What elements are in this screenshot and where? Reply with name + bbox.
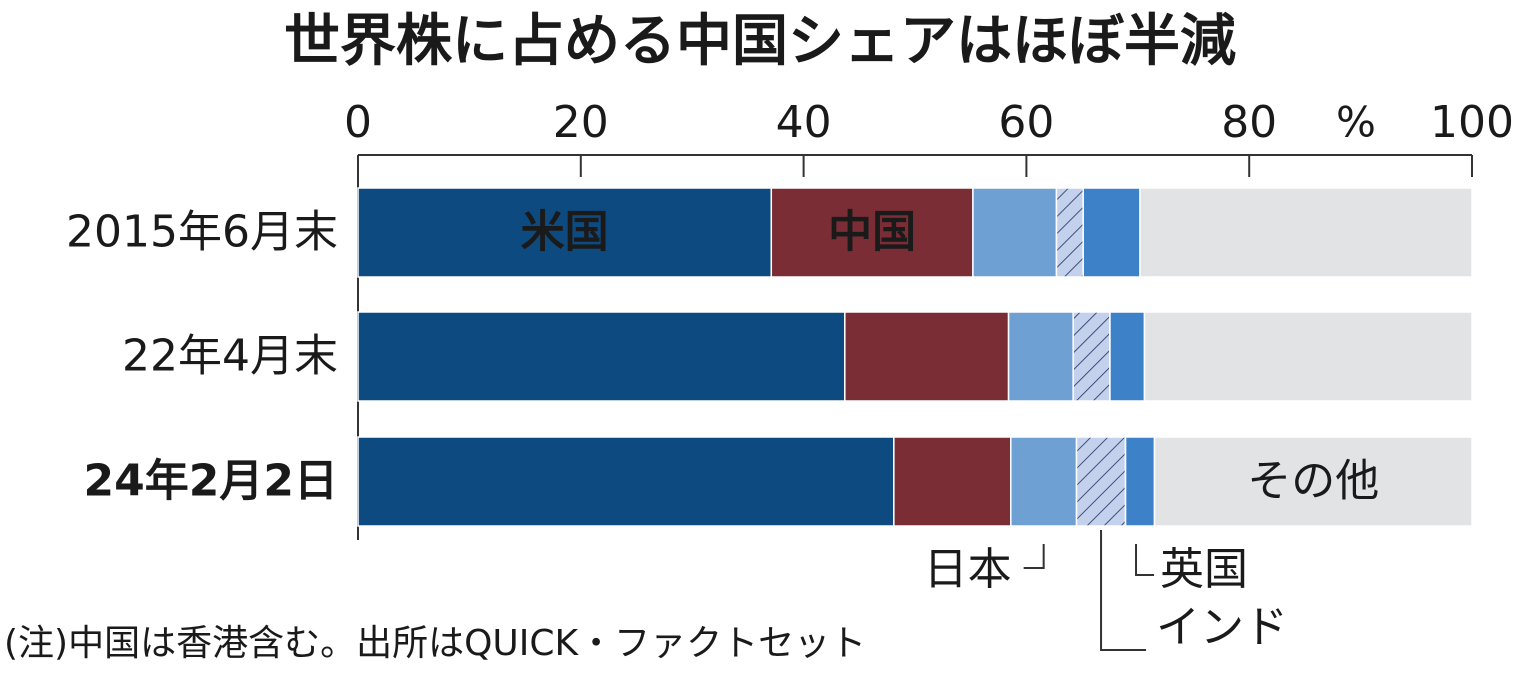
bar-segment — [770, 187, 974, 278]
x-tick-label: 0 — [344, 97, 372, 148]
bar-segment — [1010, 436, 1078, 527]
bar-segment — [1143, 311, 1473, 402]
bar-segment — [357, 311, 846, 402]
leader-line — [1023, 544, 1045, 569]
bar-segment — [1109, 311, 1146, 402]
y-tick-label: 2015年6月末 — [66, 207, 338, 258]
axis-unit: % — [1336, 98, 1376, 147]
chart-title: 世界株に占める中国シェアはほぼ半減 — [284, 9, 1236, 74]
bar-segment — [972, 187, 1058, 278]
bar-segment — [1124, 436, 1156, 527]
bar-segment — [1139, 187, 1473, 278]
bar-segment — [1082, 187, 1141, 278]
series-label: 米国 — [521, 207, 609, 258]
x-tick-label: 40 — [776, 97, 832, 148]
leader-line — [1100, 530, 1147, 651]
series-label: 英国 — [1160, 544, 1248, 595]
bar-segment — [1075, 436, 1127, 527]
x-tick-label: 20 — [553, 97, 609, 148]
x-tick-label: 100 — [1430, 97, 1514, 148]
x-tick-label: 80 — [1221, 97, 1277, 148]
note: (注)中国は香港含む。出所はQUICK・ファクトセット — [4, 623, 866, 664]
leader-line — [1135, 544, 1155, 576]
bar-segment — [1055, 187, 1084, 278]
bar-segment — [1072, 311, 1111, 402]
series-label: 中国 — [828, 207, 916, 258]
bar-segment — [1153, 436, 1473, 527]
bar-segment — [1007, 311, 1074, 402]
x-tick-label: 60 — [998, 97, 1054, 148]
series-label: インド — [1156, 602, 1288, 653]
series-label: その他 — [1247, 456, 1379, 507]
bar-segment — [893, 436, 1012, 527]
bar-segment — [357, 436, 895, 527]
bar-segment — [357, 187, 773, 278]
bar-segment — [844, 311, 1010, 402]
series-label: 日本 — [924, 544, 1012, 595]
y-tick-label: 24年2月2日 — [84, 456, 338, 507]
y-tick-label: 22年4月末 — [122, 331, 338, 382]
